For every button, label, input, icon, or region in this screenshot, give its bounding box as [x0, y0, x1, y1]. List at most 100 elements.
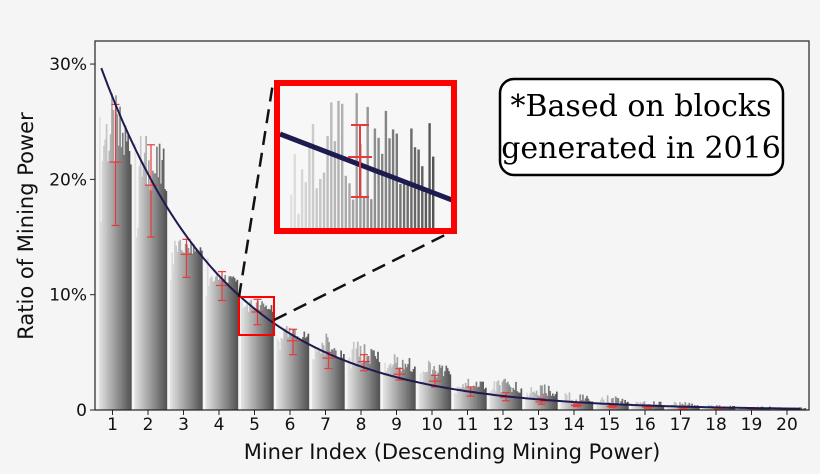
bar — [426, 371, 429, 410]
bar — [322, 345, 325, 410]
bar — [464, 382, 467, 410]
bar — [533, 391, 535, 410]
bar — [567, 400, 569, 410]
bar — [553, 396, 555, 410]
bar — [108, 150, 111, 410]
bar — [218, 278, 221, 410]
bar — [509, 386, 512, 410]
x-tick-label: 11 — [457, 415, 479, 435]
bar — [141, 176, 143, 410]
bar — [127, 135, 129, 411]
bar — [703, 407, 706, 410]
bar — [352, 341, 355, 410]
bar — [134, 143, 137, 410]
bar — [598, 403, 601, 410]
inset-bar — [344, 175, 347, 228]
bar — [365, 361, 367, 410]
bar — [512, 387, 515, 410]
x-tick-label: 10 — [421, 415, 443, 435]
x-tick-label: 16 — [634, 415, 656, 435]
bar — [525, 398, 527, 410]
inset-bar — [311, 124, 315, 228]
inset-error-bar — [348, 124, 372, 198]
bar — [270, 305, 273, 410]
bar — [543, 384, 546, 410]
bar — [217, 279, 220, 410]
bar — [255, 302, 258, 410]
bar — [387, 367, 389, 410]
inset-bar — [300, 169, 304, 228]
bar — [295, 337, 298, 410]
bar — [550, 395, 553, 410]
inset-bar — [315, 188, 318, 228]
bar — [359, 345, 362, 410]
bar — [631, 405, 634, 410]
inset-bar — [355, 93, 358, 228]
bar — [409, 371, 412, 410]
error-bar — [606, 404, 619, 409]
bar — [206, 258, 209, 410]
bar — [212, 281, 214, 410]
bar — [706, 407, 709, 410]
bar — [229, 276, 232, 410]
bar — [338, 357, 341, 410]
bar — [363, 344, 366, 410]
bar — [587, 398, 590, 410]
zoom-connector-upper — [237, 82, 275, 298]
bar — [541, 385, 543, 410]
x-tick-label: 18 — [705, 415, 727, 435]
bar — [232, 276, 235, 410]
bar — [337, 357, 340, 410]
inset-bar — [381, 153, 384, 228]
bar — [161, 160, 164, 410]
bar — [285, 326, 288, 410]
bar — [436, 377, 438, 410]
x-tick-label: 6 — [285, 415, 296, 435]
bar — [614, 396, 617, 410]
bar — [618, 404, 621, 410]
bar — [328, 342, 330, 410]
error-bar — [500, 392, 512, 402]
bar — [326, 337, 329, 410]
bar — [661, 405, 663, 410]
zoom-connector-lower — [273, 228, 456, 322]
annotation-line-1: *Based on blocks — [511, 89, 772, 124]
bar — [314, 347, 317, 410]
bar — [367, 355, 370, 410]
bar — [269, 309, 271, 410]
bar — [374, 356, 377, 410]
y-tick-label: 0 — [76, 401, 87, 421]
bar — [498, 385, 501, 410]
inset-bar — [293, 154, 296, 228]
x-tick-label: 3 — [178, 415, 189, 435]
bar — [360, 363, 363, 410]
bar — [233, 277, 236, 410]
bar — [154, 173, 157, 410]
bar — [597, 403, 600, 410]
bar — [440, 367, 442, 410]
bar — [726, 407, 729, 410]
inset-bar — [428, 123, 431, 228]
bar — [739, 408, 742, 410]
bar — [526, 392, 529, 410]
bar — [198, 252, 200, 410]
bar — [316, 351, 318, 410]
bar — [304, 337, 307, 410]
bar — [284, 328, 287, 410]
bar — [251, 307, 254, 410]
bar — [667, 406, 669, 410]
bar — [401, 359, 404, 410]
bar — [247, 311, 250, 410]
x-tick-label: 2 — [143, 415, 154, 435]
bar — [408, 358, 411, 410]
bar — [135, 237, 138, 410]
bar — [467, 378, 470, 410]
bar — [343, 354, 345, 410]
bar — [657, 405, 659, 410]
inset-bar — [351, 199, 355, 228]
bar — [407, 364, 409, 410]
bar — [299, 339, 302, 410]
bar — [180, 249, 183, 410]
bar — [191, 253, 194, 410]
